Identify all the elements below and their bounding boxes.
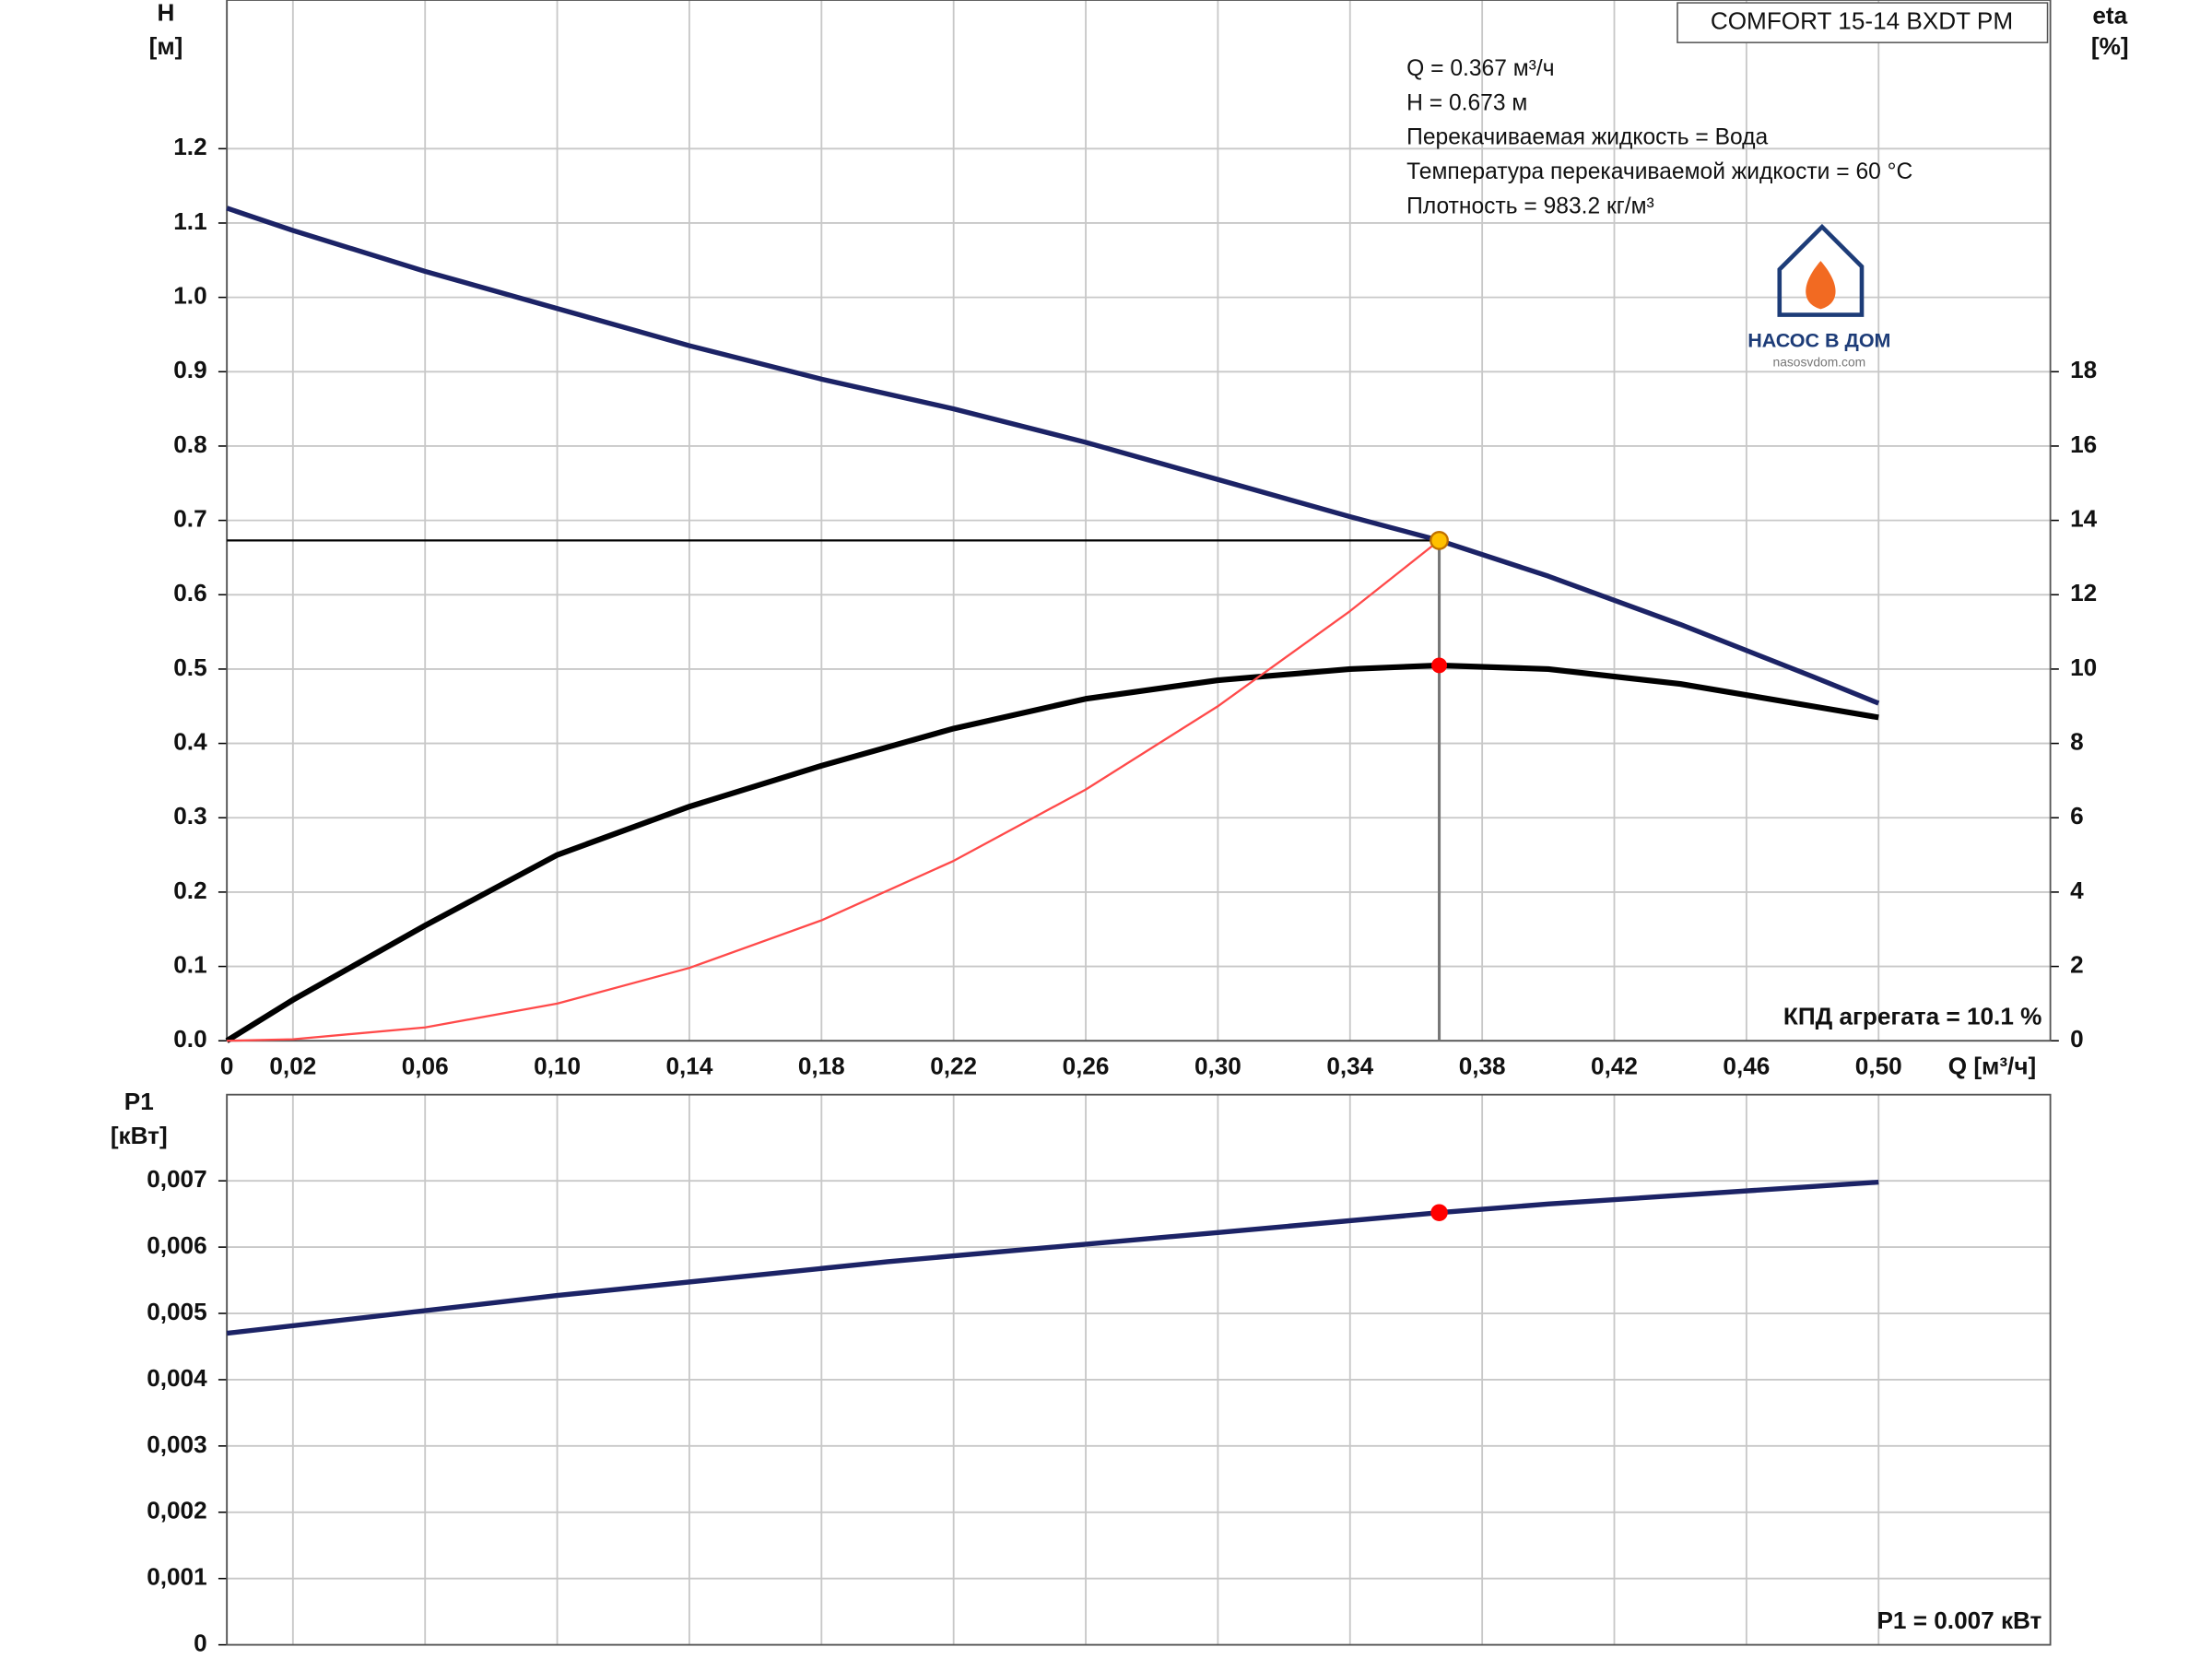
curve bbox=[226, 1179, 1879, 1336]
x-tick-label: 0,14 bbox=[665, 1052, 712, 1079]
y-tick-label: 0.1 bbox=[173, 950, 206, 978]
x-tick-label: 0,42 bbox=[1591, 1052, 1638, 1079]
y-tick-label: 0.7 bbox=[173, 505, 206, 533]
y2-tick-label: 18 bbox=[2070, 356, 2097, 383]
x-axis-label: Q [м³/ч] bbox=[1948, 1052, 2036, 1079]
x-tick-label: 0,34 bbox=[1326, 1052, 1373, 1079]
y2-tick-label: 0 bbox=[2070, 1025, 2084, 1053]
logo-text: НАСОС В ДОМ bbox=[1747, 329, 1890, 351]
y2-tick-label: 8 bbox=[2070, 727, 2084, 755]
plot-frame bbox=[226, 1093, 2052, 1646]
y-tick-label: 0,007 bbox=[147, 1165, 206, 1193]
x-tick-label: 0,50 bbox=[1855, 1052, 1902, 1079]
y2-tick-label: 6 bbox=[2070, 802, 2084, 830]
y-tick-label: 0,005 bbox=[147, 1298, 206, 1325]
y2-axis-label: eta bbox=[2092, 1, 2127, 29]
y-tick-label: 0.2 bbox=[173, 877, 206, 904]
curve bbox=[225, 662, 1879, 1043]
y-tick-label: 0.5 bbox=[173, 653, 206, 681]
x-tick-label: 0,02 bbox=[269, 1052, 316, 1079]
y2-tick-label: 12 bbox=[2070, 579, 2097, 606]
eta-point bbox=[1431, 657, 1448, 674]
y2-tick-label: 14 bbox=[2070, 505, 2098, 533]
y-tick-label: 0,001 bbox=[147, 1563, 206, 1591]
y-tick-label: 0,003 bbox=[147, 1430, 206, 1458]
y-tick-label: 0,006 bbox=[147, 1231, 206, 1259]
y-tick-label: 0.9 bbox=[173, 356, 206, 383]
y2-tick-label: 4 bbox=[2070, 877, 2084, 904]
operating-point bbox=[1430, 531, 1449, 550]
x-tick-label: 0,10 bbox=[534, 1052, 581, 1079]
x-tick-label: 0,22 bbox=[930, 1052, 977, 1079]
plot-frame bbox=[226, 0, 2052, 1042]
y2-tick-label: 2 bbox=[2070, 950, 2084, 978]
y-tick-label: 1.2 bbox=[173, 133, 206, 160]
logo: НАСОС В ДОМ nasosvdom.com bbox=[1747, 223, 1890, 370]
y-axis-label: P1 bbox=[124, 1088, 154, 1115]
operating-point bbox=[1430, 1204, 1448, 1221]
y-tick-label: 0,002 bbox=[147, 1497, 206, 1524]
logo-house bbox=[1777, 223, 1865, 317]
x-tick-label: 0,18 bbox=[798, 1052, 845, 1079]
y-tick-label: 0 bbox=[194, 1630, 207, 1657]
info-line: Плотность = 983.2 кг/м³ bbox=[1406, 194, 1654, 218]
y-tick-label: 0.6 bbox=[173, 579, 206, 606]
logo-flame bbox=[1806, 261, 1836, 310]
x-tick-label: 0,46 bbox=[1723, 1052, 1770, 1079]
y-tick-label: 1.0 bbox=[173, 282, 206, 310]
x-tick-label: 0,26 bbox=[1063, 1052, 1110, 1079]
info-line: H = 0.673 м bbox=[1406, 90, 1527, 115]
info-line: Q = 0.367 м³/ч bbox=[1406, 56, 1554, 81]
x-tick-label: 0 bbox=[220, 1052, 234, 1079]
x-tick-label: 0,30 bbox=[1194, 1052, 1241, 1079]
y-axis-label: H bbox=[158, 0, 175, 26]
y-tick-label: 0.4 bbox=[173, 727, 207, 755]
x-tick-label: 0,38 bbox=[1459, 1052, 1506, 1079]
y2-axis-unit: [%] bbox=[2091, 32, 2129, 60]
annotation: КПД агрегата = 10.1 % bbox=[1783, 1003, 2042, 1030]
y-tick-label: 0,004 bbox=[147, 1364, 207, 1392]
x-tick-label: 0,06 bbox=[402, 1052, 449, 1079]
curve bbox=[227, 539, 1441, 1042]
logo-url: nasosvdom.com bbox=[1773, 355, 1866, 370]
y-tick-label: 0.3 bbox=[173, 802, 206, 830]
y-tick-label: 0.8 bbox=[173, 430, 206, 458]
y-axis-unit: [м] bbox=[149, 32, 183, 60]
annotation: P1 = 0.007 кВт bbox=[1877, 1606, 2042, 1634]
y-axis-unit: [кВт] bbox=[111, 1122, 168, 1149]
y-tick-label: 0.0 bbox=[173, 1025, 206, 1053]
y2-tick-label: 10 bbox=[2070, 653, 2097, 681]
chart-title: COMFORT 15-14 BXDT PM bbox=[1711, 7, 2013, 35]
info-line: Температура перекачиваемой жидкости = 60… bbox=[1406, 159, 1912, 184]
curve bbox=[226, 206, 1880, 706]
info-line: Перекачиваемая жидкость = Вода bbox=[1406, 125, 1768, 150]
y-tick-label: 1.1 bbox=[173, 207, 206, 235]
title-box bbox=[1677, 2, 2049, 43]
y2-tick-label: 16 bbox=[2070, 430, 2097, 458]
